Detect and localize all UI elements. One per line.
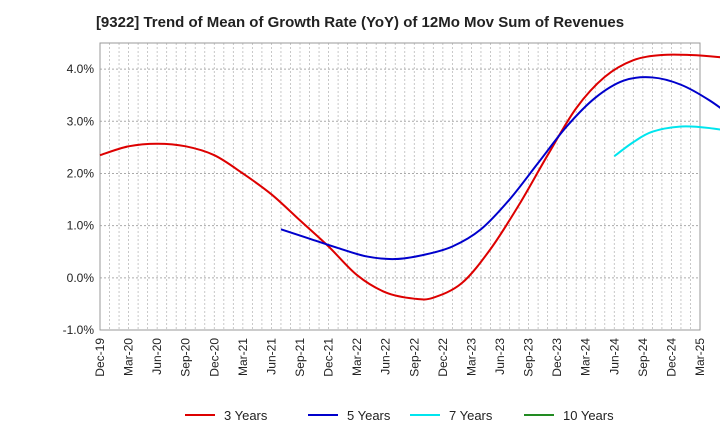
x-tick-label: Dec-22	[436, 338, 450, 377]
x-tick-label: Dec-24	[664, 338, 678, 377]
x-tick-label: Mar-21	[236, 338, 250, 376]
x-tick-label: Sep-24	[636, 338, 650, 377]
x-tick-label: Sep-21	[293, 338, 307, 377]
y-tick-label: 0.0%	[67, 271, 95, 285]
legend-label: 5 Years	[347, 408, 391, 423]
x-tick-label: Mar-20	[122, 338, 136, 376]
x-tick-label: Sep-20	[179, 338, 193, 377]
series-line-3-years	[99, 53, 720, 301]
legend-label: 10 Years	[563, 408, 614, 423]
legend-label: 7 Years	[449, 408, 493, 423]
series-line-5-years	[280, 76, 720, 261]
x-tick-label: Jun-24	[607, 338, 621, 375]
chart-title: [9322] Trend of Mean of Growth Rate (YoY…	[95, 14, 625, 31]
legend: 3 Years 5 Years 7 Years 10 Years	[185, 408, 614, 423]
x-tick-label: Jun-22	[379, 338, 393, 375]
y-tick-label: -1.0%	[63, 323, 95, 337]
x-tick-label: Dec-20	[207, 338, 221, 377]
y-tick-label: 2.0%	[67, 166, 95, 180]
y-tick-label: 1.0%	[67, 219, 95, 233]
x-tick-label: Sep-22	[407, 338, 421, 377]
legend-label: 3 Years	[224, 408, 268, 423]
x-tick-label: Sep-23	[522, 338, 536, 377]
series-line-7-years	[613, 125, 720, 158]
x-tick-label: Mar-22	[350, 338, 364, 376]
x-tick-label: Dec-21	[322, 338, 336, 377]
axes	[99, 42, 701, 331]
x-tick-label: Dec-19	[93, 338, 107, 377]
series-lines	[99, 53, 720, 301]
x-tick-label: Jun-21	[264, 338, 278, 375]
plot-background	[100, 43, 700, 330]
x-tick-label: Jun-20	[150, 338, 164, 375]
y-tick-label: 3.0%	[67, 114, 95, 128]
x-tick-label: Dec-23	[550, 338, 564, 377]
x-tick-label: Mar-23	[464, 338, 478, 376]
x-tick-label: Mar-24	[579, 338, 593, 376]
tick-labels: -1.0% 0.0% 1.0% 2.0% 3.0% 4.0% Dec-19 Mar-20 Jun…	[63, 62, 707, 377]
x-tick-label: Mar-25	[693, 338, 707, 376]
plot-border	[99, 42, 701, 331]
x-tick-label: Jun-23	[493, 338, 507, 375]
y-tick-label: 4.0%	[67, 62, 95, 76]
